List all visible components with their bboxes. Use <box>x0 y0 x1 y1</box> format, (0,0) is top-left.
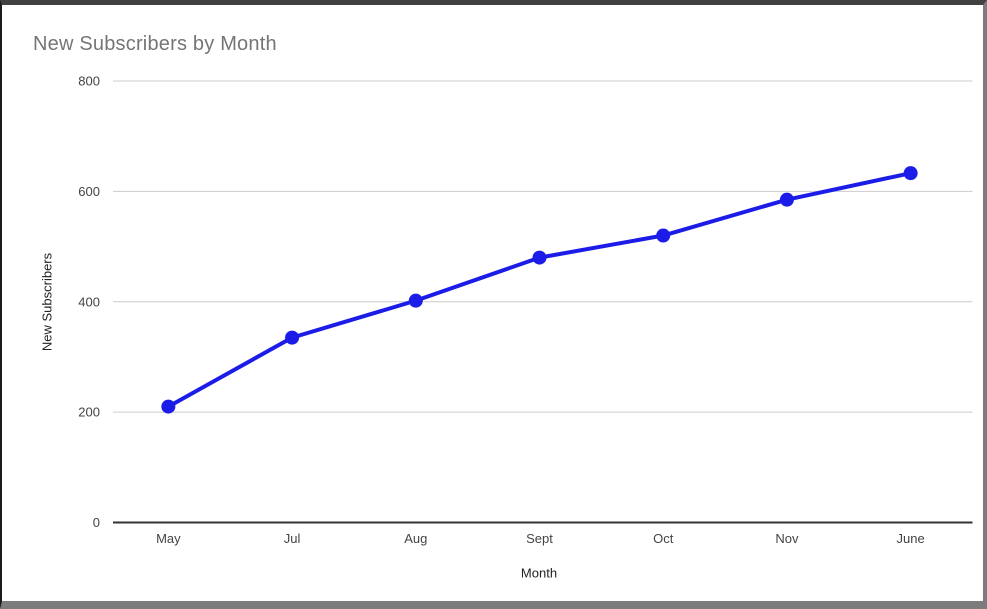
data-point-sept[interactable] <box>532 250 547 265</box>
y-tick-label: 400 <box>78 294 100 309</box>
data-point-june[interactable] <box>903 166 918 181</box>
line-chart-plot-area: 0 200 400 600 800 May Jul Aug Sept Oct Nov June <box>78 74 973 546</box>
data-point-jul[interactable] <box>285 330 300 345</box>
y-tick-label: 0 <box>93 515 100 530</box>
x-category-label: Sept <box>526 531 553 546</box>
x-category-label: Nov <box>775 531 799 546</box>
gridlines <box>113 80 973 524</box>
x-category-labels: May Jul Aug Sept Oct Nov June <box>156 531 925 546</box>
data-point-nov[interactable] <box>779 192 794 207</box>
data-point-oct[interactable] <box>656 228 671 243</box>
data-point-may[interactable] <box>161 399 176 414</box>
y-tick-label: 800 <box>78 74 100 89</box>
data-points <box>161 166 918 414</box>
x-category-label: May <box>156 531 181 546</box>
x-axis-title: Month <box>520 565 558 581</box>
x-category-label: Oct <box>653 531 674 546</box>
x-category-label: Aug <box>404 531 427 546</box>
series-line <box>166 171 913 409</box>
y-tick-labels: 0 200 400 600 800 <box>78 74 100 531</box>
x-category-label: June <box>897 531 925 546</box>
x-category-label: Jul <box>284 531 301 546</box>
y-tick-label: 200 <box>78 405 100 420</box>
data-point-aug[interactable] <box>408 293 423 308</box>
y-tick-label: 600 <box>78 184 100 199</box>
chart-title: New Subscribers by Month <box>33 33 277 55</box>
chart-container[interactable]: New Subscribers by Month New Subscribers… <box>2 5 983 601</box>
